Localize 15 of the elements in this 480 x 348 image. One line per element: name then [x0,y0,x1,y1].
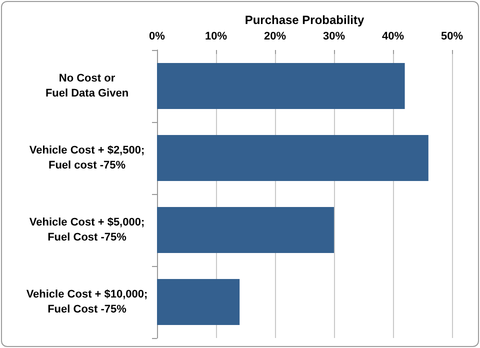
y-tick-label: Vehicle Cost + $2,500; Fuel cost -75% [29,144,145,172]
x-tick-label: 30% [322,30,346,42]
y-tick-label: Vehicle Cost + $10,000; Fuel Cost -75% [26,288,148,316]
x-tick-label: 50% [440,30,464,42]
x-tick-label: 40% [382,30,404,42]
bar [157,134,428,182]
y-tick-label: Vehicle Cost + $5,000; Fuel Cost -75% [29,216,145,244]
x-axis-title: Purchase Probability [244,13,365,27]
bar [157,278,240,326]
x-tick-label: 20% [264,30,286,42]
x-tick-label: 0% [149,30,166,42]
x-tick-label: 10% [204,30,228,42]
bar [157,206,334,254]
y-tick-label: No Cost or Fuel Data Given [45,72,129,100]
bar [157,62,405,110]
